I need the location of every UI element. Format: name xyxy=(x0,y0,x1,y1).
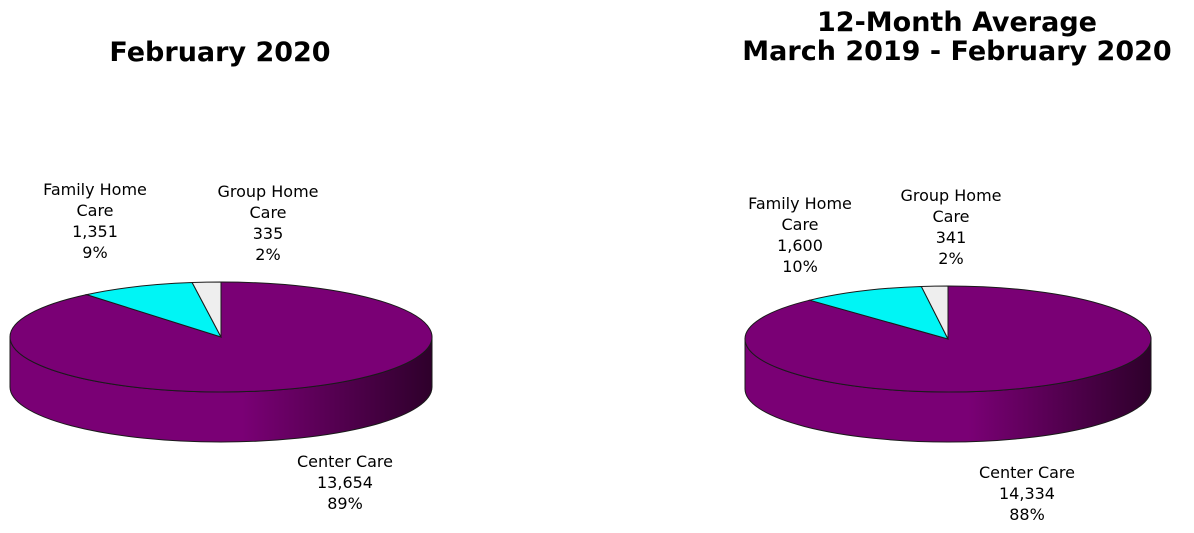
pie-chart xyxy=(9,281,433,443)
slice-label-group-home-care: Group Home Care 335 2% xyxy=(217,182,319,264)
slice-label-center-care: Center Care 13,654 89% xyxy=(297,452,393,513)
chart-title-line: February 2020 xyxy=(109,37,331,68)
chart-12-month-average: 12-Month Average March 2019 - February 2… xyxy=(600,0,1194,533)
pie-slice-group-home-care xyxy=(920,285,949,340)
slice-label-group-home-care: Group Home Care 341 2% xyxy=(900,186,1002,268)
pie-chart xyxy=(744,285,1152,443)
pie-slice-group-home-care xyxy=(191,281,222,338)
pie-slice-family-home-care xyxy=(807,285,949,340)
chart-title: 12-Month Average March 2019 - February 2… xyxy=(720,8,1194,66)
pie-slice-family-home-care xyxy=(84,282,223,338)
chart-title: February 2020 xyxy=(20,38,420,67)
slice-label-family-home-care: Family Home Care 1,600 10% xyxy=(748,194,852,276)
chart-title-line-1: 12-Month Average xyxy=(817,7,1097,38)
chart-february-2020: February 2020 Family Home Care 1,351 9% … xyxy=(9,38,433,513)
chart-title-line-2: March 2019 - February 2020 xyxy=(742,36,1172,67)
slice-label-family-home-care: Family Home Care 1,351 9% xyxy=(43,180,147,262)
slice-label-center-care: Center Care 14,334 88% xyxy=(979,463,1075,524)
